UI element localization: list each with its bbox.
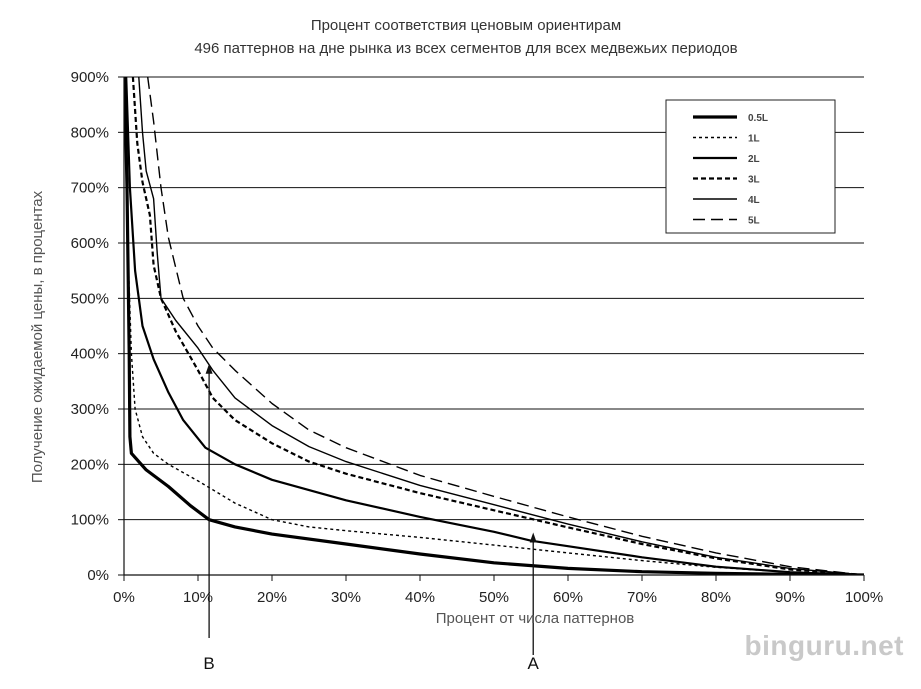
series-line-5L xyxy=(147,77,864,575)
series-line-4L xyxy=(138,77,864,575)
annotation-label-A: A xyxy=(528,654,540,673)
series-line-1L xyxy=(124,77,864,575)
x-tick-label: 90% xyxy=(775,589,805,606)
y-tick-label: 700% xyxy=(71,180,109,197)
series-line-0.5L xyxy=(124,77,864,575)
x-tick-label: 0% xyxy=(113,589,135,606)
x-tick-label: 100% xyxy=(845,589,883,606)
x-axis-title: Процент от числа паттернов xyxy=(436,610,635,627)
legend-label-5L: 5L xyxy=(748,216,760,227)
y-tick-label: 0% xyxy=(87,567,109,584)
legend-label-3L: 3L xyxy=(748,175,760,186)
annotation-label-B: B xyxy=(203,654,214,673)
legend-box xyxy=(665,99,836,234)
annotation-arrowhead-B xyxy=(205,363,213,374)
x-tick-label: 20% xyxy=(257,589,287,606)
chart-title-line-2: 496 паттернов на дне рынка из всех сегме… xyxy=(194,40,737,57)
series-lines xyxy=(124,77,864,575)
y-tick-label: 300% xyxy=(71,401,109,418)
x-tick-label: 50% xyxy=(479,589,509,606)
legend-label-1L: 1L xyxy=(748,134,760,145)
watermark: binguru.net xyxy=(745,630,904,661)
grid-lines xyxy=(124,76,864,521)
legend-label-0.5L: 0.5L xyxy=(748,113,768,124)
y-tick-label: 500% xyxy=(71,290,109,307)
y-tick-label: 200% xyxy=(71,456,109,473)
y-tick-label: 900% xyxy=(71,69,109,86)
y-tick-label: 800% xyxy=(71,124,109,141)
chart-title-line-1: Процент соответствия ценовым ориентирам xyxy=(311,17,621,34)
series-line-3L xyxy=(131,77,864,575)
tick-labels: 0% 100% 200% 300% 400% 500% 600% 700% 800% 900% 0%… xyxy=(71,69,884,606)
x-tick-label: 40% xyxy=(405,589,435,606)
legend: 0.5L 1L 2L 3L 4L 5L xyxy=(665,99,836,234)
y-axis-title: Получение ожидаемой цены, в процентах xyxy=(29,190,46,483)
series-line-2L xyxy=(125,77,864,575)
legend-label-2L: 2L xyxy=(748,154,760,165)
y-tick-label: 600% xyxy=(71,235,109,252)
x-tick-label: 60% xyxy=(553,589,583,606)
x-tick-label: 10% xyxy=(183,589,213,606)
y-tick-label: 400% xyxy=(71,346,109,363)
legend-label-4L: 4L xyxy=(748,195,760,206)
y-tick-label: 100% xyxy=(71,512,109,529)
x-tick-label: 30% xyxy=(331,589,361,606)
annotation-arrowhead-A xyxy=(529,532,537,543)
x-tick-label: 80% xyxy=(701,589,731,606)
x-tick-label: 70% xyxy=(627,589,657,606)
